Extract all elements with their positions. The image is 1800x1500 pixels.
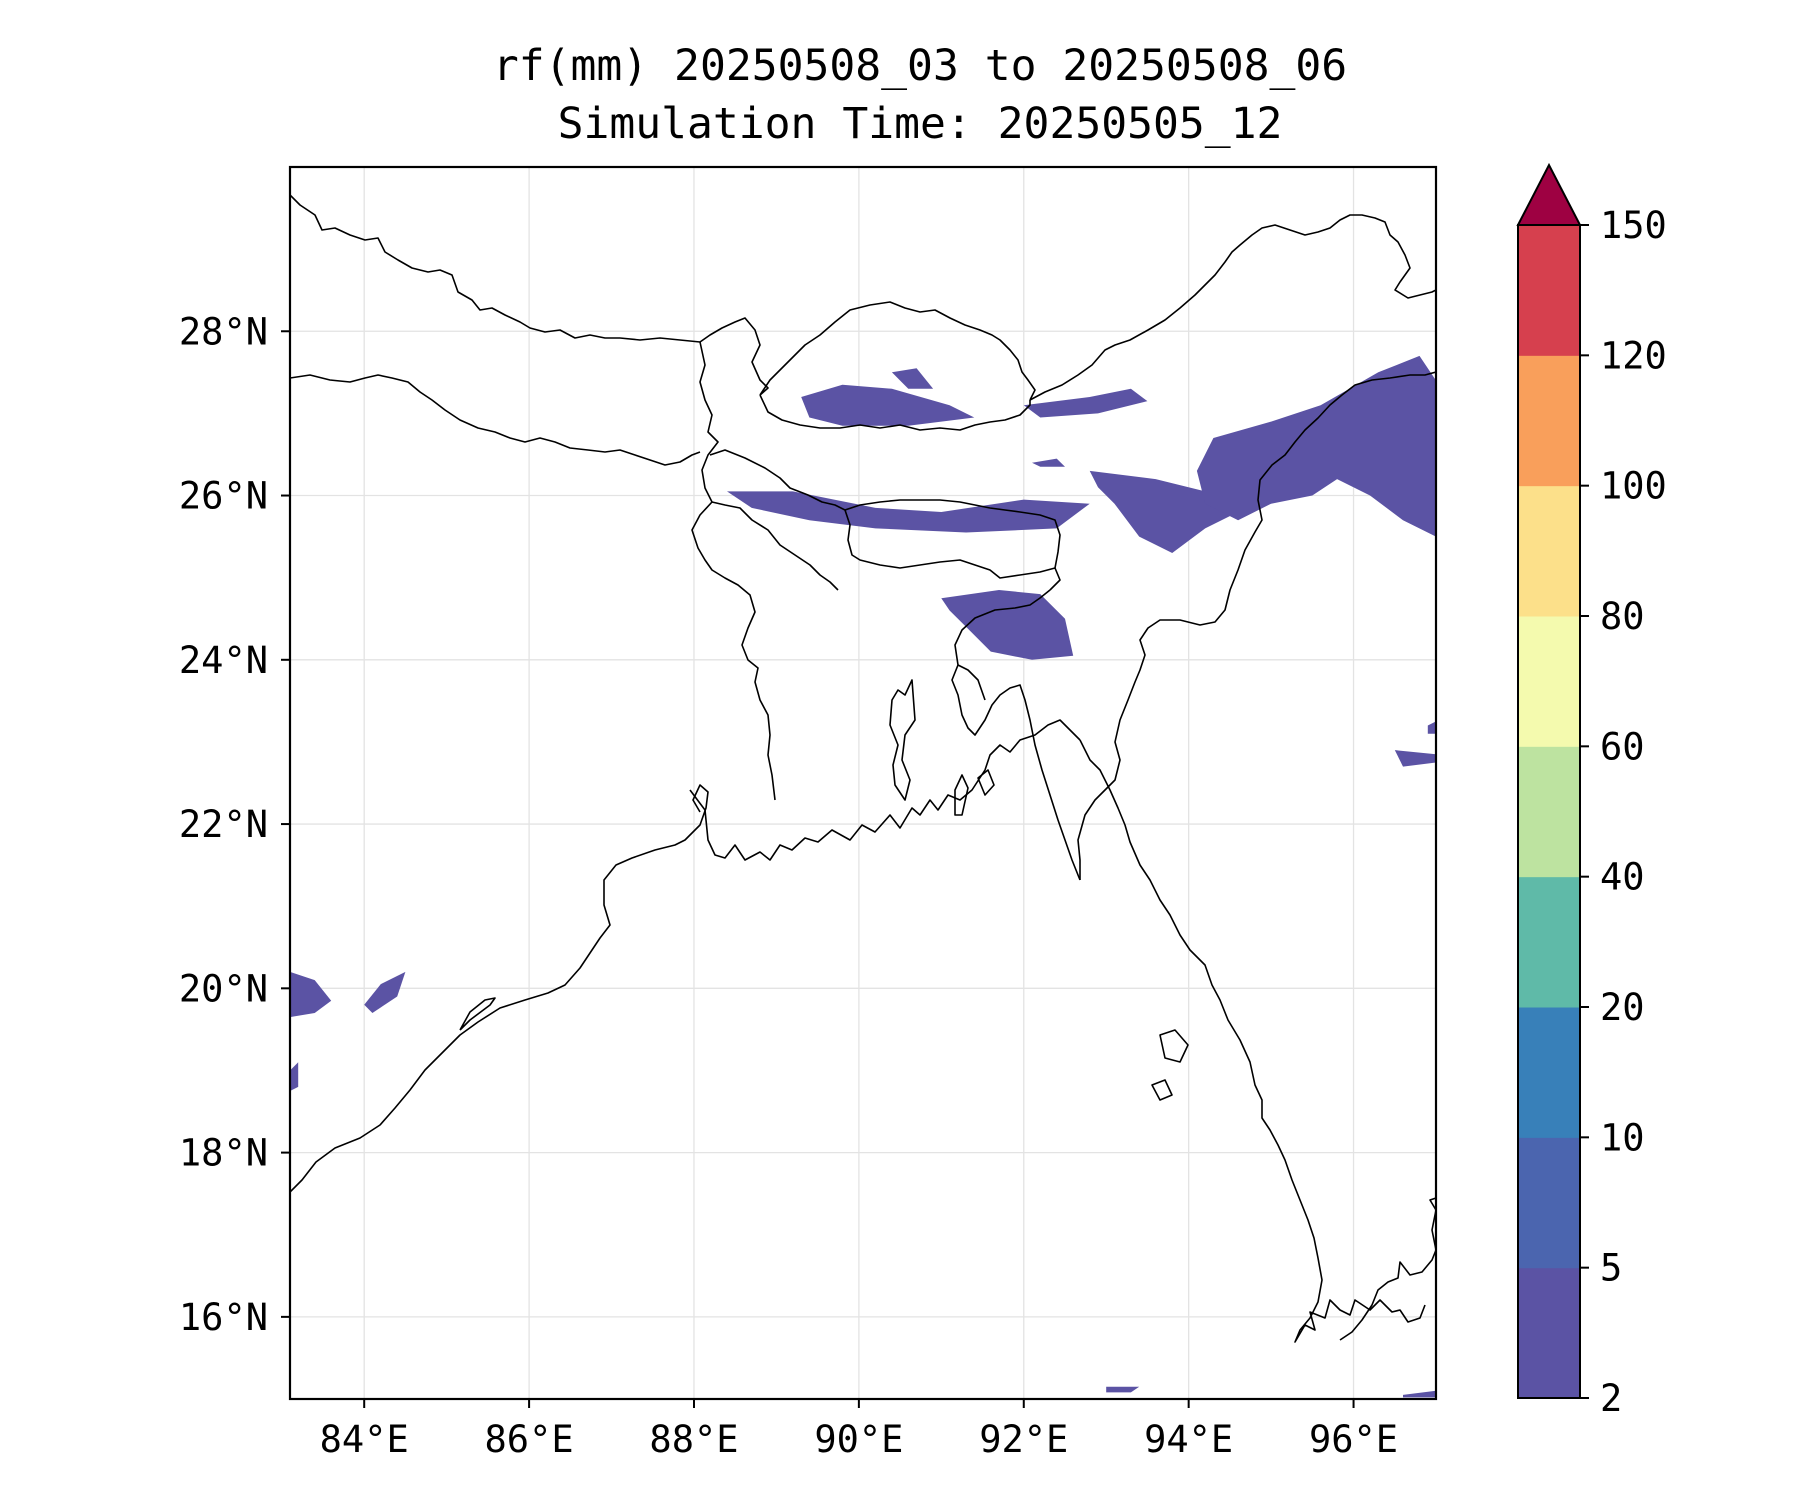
border-bangladesh-west — [691, 501, 776, 801]
colorbar-segment — [1518, 225, 1580, 356]
rain-area — [1403, 1390, 1436, 1398]
coastline-odisha-island — [459, 997, 496, 1031]
lon-tick-label: 88°E — [649, 1418, 738, 1461]
colorbar-tick-label: 40 — [1600, 856, 1645, 899]
border-bangladesh-north — [709, 449, 1061, 591]
colorbar-frame — [1517, 224, 1581, 1399]
colorbar-segment — [1518, 616, 1580, 747]
border-nepal-north — [290, 194, 701, 343]
lon-tick-label: 90°E — [814, 1418, 903, 1461]
border-meghalaya-south — [844, 499, 1061, 569]
lat-tick-label: 16°N — [179, 1296, 268, 1339]
lat-tick-label: 26°N — [179, 475, 268, 518]
colorbar: 2 5 10 20 40 60 80 100 120 150 — [1516, 162, 1667, 1420]
rain-area — [941, 590, 1074, 660]
border-bhutan-north — [759, 301, 1036, 401]
rain-area — [1089, 470, 1239, 553]
lon-tick-label: 86°E — [485, 1418, 574, 1461]
lat-tick-label: 22°N — [179, 803, 268, 846]
rain-area — [801, 384, 975, 426]
colorbar-tick-label: 20 — [1600, 986, 1645, 1029]
lon-tick-label: 94°E — [1144, 1418, 1233, 1461]
lat-tick-label: 24°N — [179, 639, 268, 682]
lon-tick-label: 92°E — [979, 1418, 1068, 1461]
latitude-axis: 16°N 18°N 20°N 22°N 24°N 26°N 28°N — [179, 310, 290, 1339]
border-arunachal-tibet — [1029, 214, 1436, 401]
rain-area — [290, 971, 332, 1018]
border-bangladesh-east — [951, 589, 1081, 881]
coastline-meghna-islands — [889, 679, 916, 801]
coastline-sandwip — [977, 769, 995, 796]
colorbar-extend-arrow — [1516, 162, 1582, 226]
rain-area — [727, 491, 1090, 533]
colorbar-segment — [1518, 746, 1580, 878]
border-myanmar-west — [1077, 371, 1436, 880]
map-title-line1: rf(mm) 20250508_03 to 20250508_06 — [492, 41, 1348, 91]
colorbar-segment — [1518, 876, 1580, 1008]
colorbar-tick-label: 60 — [1600, 725, 1645, 768]
colorbar-tick-label: 2 — [1600, 1377, 1622, 1420]
border-bhutan-south — [759, 394, 1031, 431]
colorbar-tick-label: 80 — [1600, 595, 1645, 638]
coastline-sundarbans — [689, 719, 1081, 861]
map-frame — [288, 165, 1438, 1401]
rain-area — [1023, 388, 1148, 418]
gridlines — [290, 167, 1436, 1399]
border-tripura — [957, 664, 986, 701]
colorbar-tick-label: 100 — [1600, 465, 1667, 508]
colorbar-segment — [1518, 1007, 1580, 1138]
border-sikkim — [699, 317, 769, 396]
rain-area — [364, 971, 406, 1013]
rain-area — [1394, 750, 1436, 767]
colorbar-segment — [1518, 1267, 1580, 1399]
colorbar-tick-label: 120 — [1600, 334, 1667, 377]
lat-tick-label: 28°N — [179, 310, 268, 353]
border-nepal-south — [290, 374, 701, 466]
coastline-bhola-island — [954, 774, 969, 816]
rain-area — [1106, 1386, 1140, 1393]
longitude-axis: 84°E 86°E 88°E 90°E 92°E 94°E 96°E — [320, 1399, 1398, 1461]
colorbar-tick-label: 10 — [1600, 1116, 1645, 1159]
coastline-india-east — [290, 784, 709, 1193]
rain-area — [1196, 355, 1436, 537]
coastline-martaban — [1339, 1197, 1436, 1341]
rain-area — [891, 368, 934, 389]
colorbar-segment — [1518, 485, 1580, 617]
map-frame-bg — [290, 167, 1436, 1399]
coastline-arakan — [1079, 739, 1426, 1343]
rain-area — [1427, 721, 1436, 734]
colorbar-tick-label: 150 — [1600, 204, 1667, 247]
coastline-cheduba-island — [1151, 1079, 1173, 1101]
lat-tick-label: 20°N — [179, 967, 268, 1010]
coastlines-and-borders — [290, 194, 1436, 1343]
colorbar-tick-label: 5 — [1600, 1247, 1622, 1290]
map-title-line2: Simulation Time: 20250505_12 — [557, 99, 1283, 149]
colorbar-segment — [1518, 1137, 1580, 1269]
colorbar-segment — [1518, 355, 1580, 487]
coastline-ramree-island — [1159, 1029, 1189, 1063]
rainfall-areas — [290, 355, 1436, 1398]
lon-tick-label: 84°E — [320, 1418, 409, 1461]
lon-tick-label: 96°E — [1309, 1418, 1398, 1461]
lat-tick-label: 18°N — [179, 1132, 268, 1175]
rain-area — [290, 1062, 299, 1091]
rain-area — [1032, 458, 1065, 467]
